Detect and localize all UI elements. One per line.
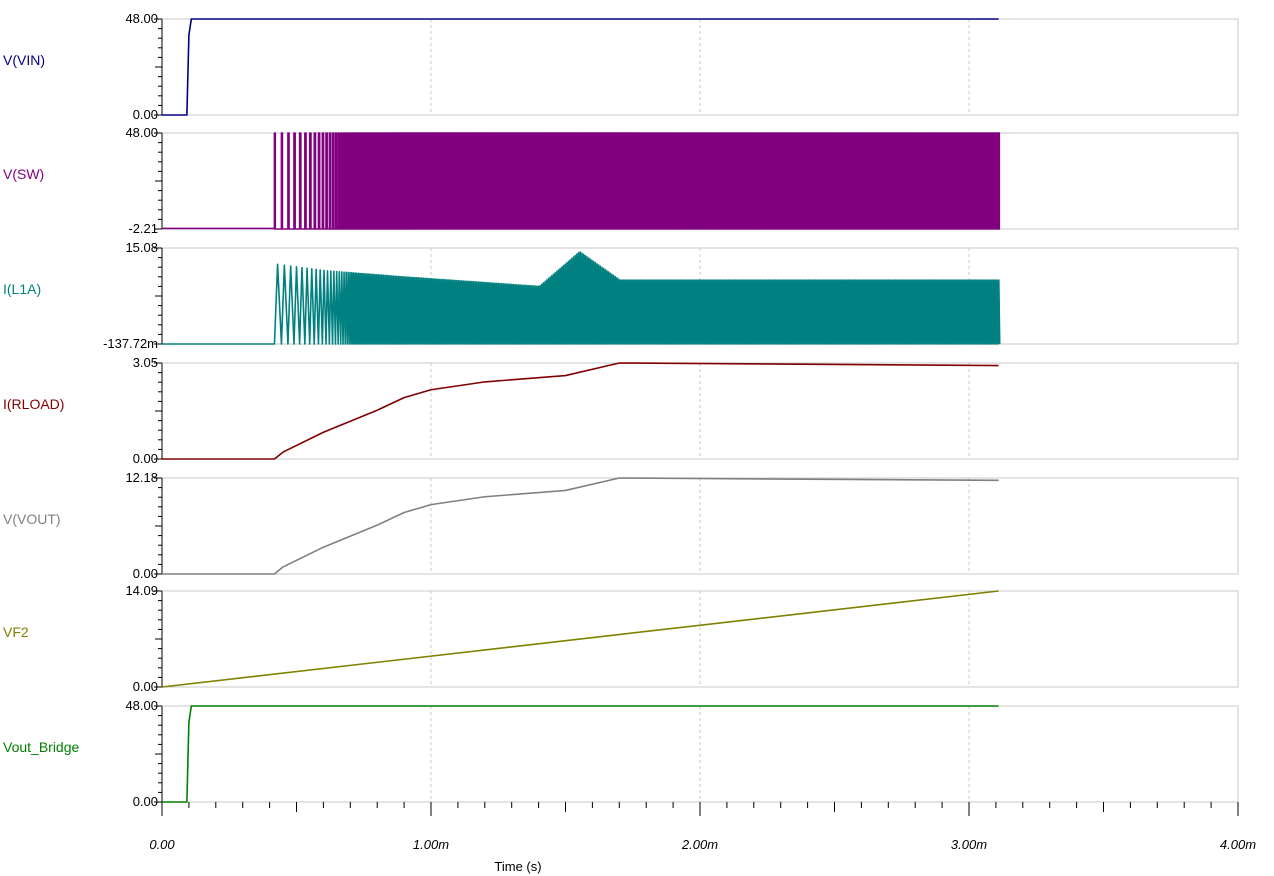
trace-vout-bridge <box>162 705 999 803</box>
panel-label: I(RLOAD) <box>3 396 64 412</box>
trace-v-vout- <box>162 477 999 575</box>
y-tick-label-min: 0.00 <box>133 794 158 809</box>
y-tick-label-min: 0.00 <box>133 566 158 581</box>
trace-i-rload- <box>162 362 999 460</box>
panel-label: I(L1A) <box>3 281 41 297</box>
y-tick-label-min: 0.00 <box>133 679 158 694</box>
panel-label: VF2 <box>3 624 29 640</box>
panels: 48.00 0.00 V(VIN) 48.00 -2.21 V(SW) 15.08 -137.… <box>3 11 1239 809</box>
panel-i-l1a-: 15.08 -137.72m I(L1A) <box>3 240 1239 351</box>
y-tick-label-min: -2.21 <box>128 221 158 236</box>
y-tick-label-max: 14.09 <box>125 583 158 598</box>
panel-label: V(VOUT) <box>3 511 61 527</box>
panel-v-vout-: 12.18 0.00 V(VOUT) <box>3 470 1239 581</box>
panel-vout-bridge: 48.00 0.00 Vout_Bridge <box>3 698 1239 809</box>
panel-v-vin-: 48.00 0.00 V(VIN) <box>3 11 1239 122</box>
y-tick-label-max: 48.00 <box>125 125 158 140</box>
y-tick-label-max: 48.00 <box>125 698 158 713</box>
y-tick-label-max: 15.08 <box>125 240 158 255</box>
x-tick-label: 2.00m <box>681 837 718 852</box>
trace-i-l1a- <box>162 251 1001 345</box>
y-tick-label-max: 3.05 <box>133 355 158 370</box>
panel-label: Vout_Bridge <box>3 739 79 755</box>
panel-i-rload-: 3.05 0.00 I(RLOAD) <box>3 355 1239 466</box>
x-axis-label: Time (s) <box>494 859 541 874</box>
y-tick-label-max: 12.18 <box>125 470 158 485</box>
y-tick-label-min: 0.00 <box>133 107 158 122</box>
x-tick-label: 4.00m <box>1220 837 1256 852</box>
y-tick-label-min: 0.00 <box>133 451 158 466</box>
x-axis: 0.00 1.00m 2.00m 3.00m 4.00m Time (s) <box>149 802 1256 874</box>
trace-v-sw- <box>162 132 1001 230</box>
trace-vf2 <box>161 590 999 688</box>
trace-v-vin- <box>162 18 999 116</box>
x-tick-label: 1.00m <box>413 837 449 852</box>
panel-label: V(VIN) <box>3 52 45 68</box>
panel-v-sw-: 48.00 -2.21 V(SW) <box>3 125 1239 236</box>
x-tick-label: 0.00 <box>149 837 175 852</box>
panel-label: V(SW) <box>3 166 44 182</box>
panel-vf2: 14.09 0.00 VF2 <box>3 583 1239 694</box>
y-tick-label-max: 48.00 <box>125 11 158 26</box>
y-tick-label-min: -137.72m <box>103 336 158 351</box>
x-tick-label: 3.00m <box>951 837 987 852</box>
